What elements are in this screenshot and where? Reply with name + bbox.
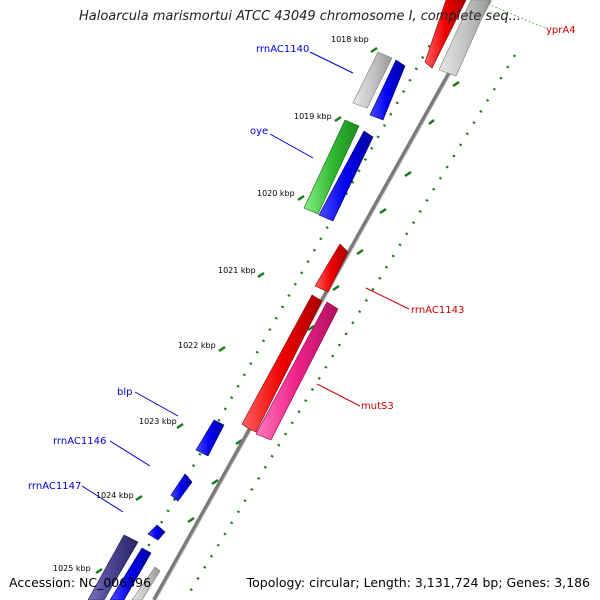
label-rrnAC1140[interactable]: rrnAC1140 bbox=[256, 44, 309, 55]
kbp-tick-marks bbox=[95, 46, 378, 575]
feature-blue-1018[interactable] bbox=[369, 59, 406, 121]
accession-text: Accession: NC_006396 bbox=[9, 575, 152, 590]
tick-label: 1019 kbp bbox=[294, 112, 332, 121]
feature-rrnAC1146[interactable] bbox=[170, 473, 193, 502]
feature-blue-bottom[interactable] bbox=[109, 547, 152, 600]
tick-label: 1024 kbp bbox=[96, 491, 134, 500]
tick-label: 1025 kbp bbox=[53, 564, 91, 573]
feature-red-small[interactable] bbox=[314, 243, 349, 293]
inner-dotted-ring bbox=[116, 0, 457, 600]
label-rrnAC1143[interactable]: rrnAC1143 bbox=[411, 305, 464, 316]
feature-yprA4-segment[interactable] bbox=[424, 0, 467, 69]
label-mutS3[interactable]: mutS3 bbox=[361, 401, 394, 412]
feature-rrnAC1147[interactable] bbox=[147, 524, 166, 541]
genome-backbone bbox=[152, 0, 493, 600]
tick-label: 1023 kbp bbox=[139, 417, 177, 426]
label-leaders bbox=[81, 3, 546, 513]
feature-blue-1019[interactable] bbox=[318, 130, 374, 222]
map-title: Haloarcula marismortui ATCC 43049 chromo… bbox=[79, 9, 521, 24]
outer-dash-ticks bbox=[187, 80, 460, 524]
feature-blp[interactable] bbox=[195, 419, 225, 457]
tick-label: 1021 kbp bbox=[218, 266, 256, 275]
label-yprA4[interactable]: yprA4 bbox=[546, 25, 576, 36]
tick-label: 1022 kbp bbox=[178, 341, 216, 350]
feature-grey-segment-top[interactable] bbox=[438, 0, 491, 77]
tick-label: 1018 kbp bbox=[331, 35, 369, 44]
label-blp[interactable]: blp bbox=[117, 387, 132, 398]
label-rrnAC1147[interactable]: rrnAC1147 bbox=[28, 481, 81, 492]
tick-label: 1020 kbp bbox=[257, 189, 295, 198]
feature-rrnAC1140[interactable] bbox=[352, 51, 393, 109]
feature-oye[interactable] bbox=[303, 119, 360, 215]
feature-grey-bottom[interactable] bbox=[131, 566, 161, 600]
feature-rrnAC1143[interactable] bbox=[241, 294, 323, 433]
topology-text: Topology: circular; Length: 3,131,724 bp… bbox=[246, 575, 590, 590]
label-oye[interactable]: oye bbox=[250, 126, 268, 137]
feature-navy-bottom[interactable] bbox=[87, 534, 139, 600]
feature-mutS3[interactable] bbox=[255, 301, 339, 441]
label-rrnAC1146[interactable]: rrnAC1146 bbox=[53, 436, 106, 447]
